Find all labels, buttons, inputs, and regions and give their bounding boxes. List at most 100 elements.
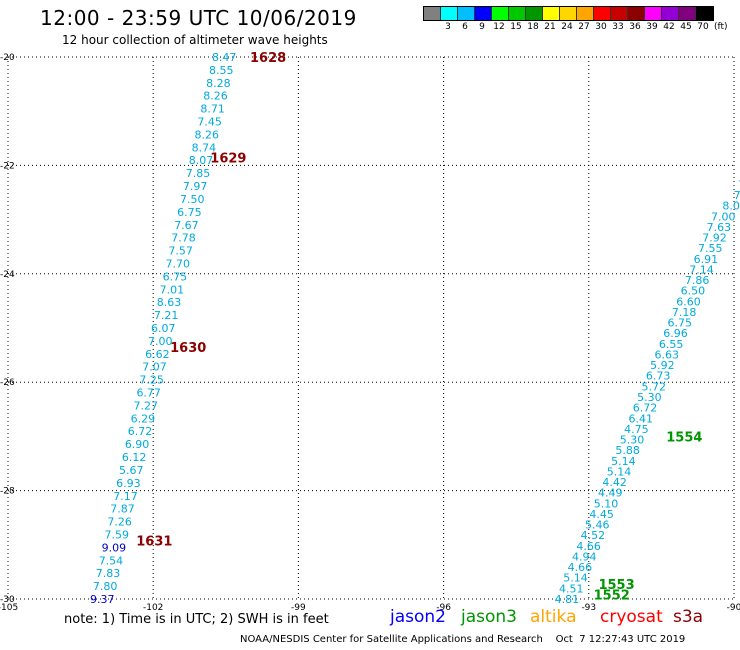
swh-value: 5.30 (637, 391, 662, 404)
swh-value: 7.92 (702, 232, 727, 245)
swh-value: 6.07 (151, 322, 176, 335)
swh-value: 7.50 (180, 193, 205, 206)
swh-value: 7.14 (689, 263, 714, 276)
y-tick-label: -22 (0, 161, 15, 171)
swh-value: 7.70 (165, 257, 190, 270)
swh-value: 7.97 (183, 180, 208, 193)
satellite-altika: altika (530, 607, 577, 627)
time-label: 1631 (136, 534, 172, 549)
swh-value: 6.91 (694, 253, 719, 266)
swh-value: 5.14 (611, 455, 636, 468)
swh-value: 6.63 (655, 348, 680, 361)
y-tick-label: -30 (0, 595, 15, 605)
legend-label: 21 (544, 22, 556, 32)
legend-label: 39 (646, 22, 658, 32)
legend-swatch (475, 7, 492, 20)
swh-value: 6.41 (628, 412, 653, 425)
swh-value: 7.21 (154, 309, 179, 322)
legend-swatch (560, 7, 577, 20)
swh-value: 4.66 (576, 540, 601, 553)
y-tick-label: -24 (0, 270, 15, 280)
legend-label: 30 (595, 22, 607, 32)
legend-swatch (526, 7, 543, 20)
satellite-s3a: s3a (673, 607, 704, 627)
swh-value: 7.59 (105, 528, 130, 541)
swh-value: 6.75 (163, 270, 188, 283)
swh-value: 6.96 (663, 327, 688, 340)
time-label: 1552 (594, 589, 630, 604)
swh-value: 7.00 (148, 335, 173, 348)
swh-value: 8.07 (189, 154, 214, 167)
legend-swatch (696, 7, 713, 20)
swh-value: 5.10 (594, 497, 619, 510)
swh-value: 8.28 (206, 77, 231, 90)
x-tick-label: -105 (0, 603, 18, 613)
time-label: 1553 (598, 578, 634, 593)
swh-value: 6.62 (145, 348, 170, 361)
legend-swatch (492, 7, 509, 20)
legend-swatch (628, 7, 645, 20)
swh-value: 5.92 (650, 359, 675, 372)
swh-value: 8.55 (209, 64, 234, 77)
legend-swatch (543, 7, 560, 20)
swh-value: 4.42 (602, 476, 627, 489)
swh-value: 9.37 (90, 593, 115, 606)
swh-value: 6.90 (125, 438, 150, 451)
x-tick-label: -90 (727, 603, 740, 613)
swh-value: 7.67 (174, 219, 199, 232)
swh-value: 6.72 (128, 425, 153, 438)
swh-value: 7.86 (685, 274, 710, 287)
legend-swatch (645, 7, 662, 20)
swh-value: 6.75 (177, 206, 202, 219)
swh-value: 8.26 (203, 90, 228, 103)
swh-value: 7.63 (707, 221, 732, 234)
swh-value: 5.46 (585, 519, 610, 532)
time-label: 1629 (210, 151, 246, 166)
swh-value: 5.14 (563, 572, 588, 585)
swh-value: 6.50 (681, 285, 706, 298)
swh-value: 7.17 (113, 490, 138, 503)
swh-value: 9.09 (102, 541, 127, 554)
swh-value: 8.74 (192, 141, 217, 154)
legend-unit: (ft) (714, 22, 728, 32)
legend-swatch (662, 7, 679, 20)
legend-swatch (424, 7, 441, 20)
swh-value: 4.45 (589, 508, 614, 521)
legend-label: 6 (462, 22, 468, 32)
y-tick-label: -26 (0, 378, 15, 388)
legend-label: 15 (510, 22, 522, 32)
swh-value: 5.30 (620, 434, 645, 447)
swh-value: 7.25 (139, 374, 164, 387)
swh-value: 7.87 (110, 503, 135, 516)
legend-label: 36 (629, 22, 641, 32)
swh-value: 7.45 (197, 116, 222, 129)
time-label: 1554 (666, 430, 702, 445)
y-tick-label: -20 (0, 53, 15, 63)
swh-value: 6.73 (646, 370, 671, 383)
legend-label: 18 (527, 22, 539, 32)
legend-label: 27 (578, 22, 590, 32)
chart-subtitle: 12 hour collection of altimeter wave hei… (62, 33, 328, 47)
swh-value: 6.12 (122, 451, 147, 464)
swh-value: 6.75 (668, 317, 693, 330)
swh-value: 4.49 (598, 487, 623, 500)
footer-credit: NOAA/NESDIS Center for Satellite Applica… (240, 634, 686, 645)
legend-swatch (679, 7, 696, 20)
legend-swatch (458, 7, 475, 20)
legend-swatch (441, 7, 458, 20)
swh-value: 4.51 (559, 582, 584, 595)
swh-value: 5.67 (119, 464, 144, 477)
x-tick-label: -96 (436, 603, 451, 613)
swh-value: 4.52 (581, 529, 606, 542)
legend-label: 24 (561, 22, 573, 32)
swh-value: 8.26 (195, 128, 220, 141)
swh-value: 6.60 (676, 295, 701, 308)
footer-note: note: 1) Time is in UTC; 2) SWH is in fe… (64, 612, 329, 627)
swh-value: 7.85 (186, 167, 211, 180)
x-tick-label: -93 (581, 603, 596, 613)
swh-value: 5.72 (641, 380, 666, 393)
x-tick-label: -102 (143, 603, 163, 613)
x-tick-label: -99 (291, 603, 306, 613)
swh-value: 7.01 (160, 283, 185, 296)
